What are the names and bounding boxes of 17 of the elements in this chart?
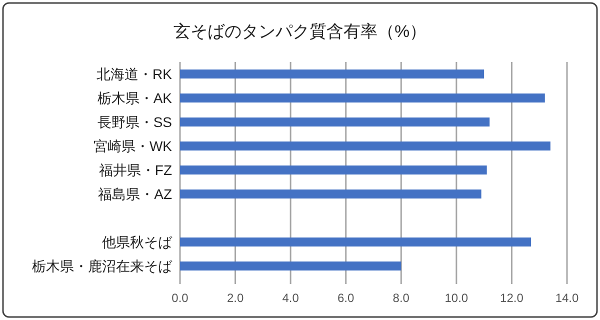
y-tick-label: 栃木県・鹿沼在来そば <box>32 258 173 274</box>
x-tick-label: 14.0 <box>555 291 579 305</box>
title: 玄そばのタンパク質含有率（%） <box>173 22 427 41</box>
y-tick-label: 福島県・AZ <box>98 186 172 202</box>
y-tick-label: 北海道・RK <box>96 66 173 82</box>
y-tick-label: 他県秋そば <box>102 234 173 250</box>
x-tick-label: 2.0 <box>226 291 244 305</box>
x-tick-label: 12.0 <box>500 291 524 305</box>
x-tick-label: 10.0 <box>444 291 468 305</box>
y-tick-label: 長野県・SS <box>97 114 172 130</box>
y-tick-label: 福井県・FZ <box>98 162 172 178</box>
x-tick-label: 8.0 <box>392 291 410 305</box>
x-tick-label: 4.0 <box>282 291 300 305</box>
y-tick-label: 栃木県・AK <box>97 90 173 106</box>
x-tick-label: 6.0 <box>338 291 355 305</box>
x-tick-label: 0.0 <box>172 291 189 305</box>
y-tick-label: 宮崎県・WK <box>93 138 173 154</box>
